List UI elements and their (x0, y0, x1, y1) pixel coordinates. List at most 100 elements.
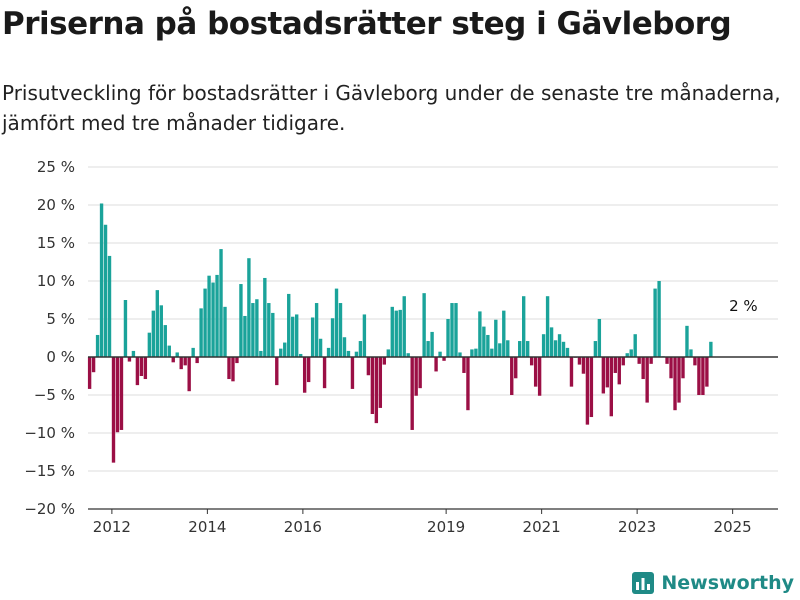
bar-positive (553, 340, 558, 357)
bar-negative (231, 357, 235, 382)
bar-positive (629, 349, 633, 357)
bar-negative (677, 357, 681, 403)
y-tick-label: 5 % (46, 310, 75, 328)
bar-negative (693, 357, 697, 366)
bar-negative (609, 357, 613, 417)
bar-positive (155, 290, 160, 357)
bar-positive (597, 319, 602, 357)
bar-positive (255, 299, 259, 357)
bar-negative (171, 357, 175, 363)
bar-positive (191, 347, 195, 357)
x-tick-label: 2019 (427, 518, 465, 536)
bar-negative (641, 357, 645, 380)
annotations: 2 % (729, 297, 758, 315)
bar-positive (565, 347, 570, 357)
bar-negative (350, 357, 355, 389)
bar-positive (422, 293, 426, 357)
bar-positive (326, 347, 331, 357)
bar-positive (283, 342, 287, 357)
bar-negative (374, 357, 379, 424)
bar-positive (175, 352, 179, 357)
bar-negative (195, 357, 199, 364)
bar-positive (203, 288, 207, 357)
bar-positive (318, 338, 323, 357)
bar-negative (115, 357, 120, 433)
bar-positive (506, 340, 510, 357)
x-tick-label: 2021 (523, 518, 561, 536)
bar-positive (358, 341, 363, 357)
latest-value-label: 2 % (729, 297, 758, 315)
bar-negative (617, 357, 621, 385)
bar-negative (514, 357, 518, 379)
bar-negative (510, 357, 514, 395)
bar-positive (709, 341, 713, 357)
axes: 25 % 20 % 15 % 10 % 5 % 0 % −5 % −10 % −15 % −20 … (24, 158, 778, 536)
bar-negative (302, 357, 307, 393)
bar-negative (179, 357, 183, 370)
bar-positive (271, 312, 275, 357)
bar-negative (366, 357, 371, 376)
bar-positive (458, 352, 462, 357)
bar-negative (442, 357, 446, 361)
bar-negative (581, 357, 586, 374)
bar-positive (625, 353, 629, 357)
bar-negative (410, 357, 414, 430)
bar-negative (537, 357, 542, 396)
bars (87, 203, 713, 463)
bar-positive (446, 319, 450, 357)
x-tick-label: 2025 (714, 518, 752, 536)
bar-positive (561, 341, 566, 357)
bar-positive (633, 334, 637, 357)
bar-negative (613, 357, 617, 373)
bar-positive (239, 284, 243, 357)
bar-positive (490, 348, 494, 357)
bar-positive (215, 274, 219, 357)
bar-negative (139, 357, 144, 376)
bar-positive (545, 296, 550, 357)
bar-negative (322, 357, 327, 389)
bar-positive (295, 314, 299, 357)
bar-positive (211, 282, 215, 357)
bar-positive (279, 348, 283, 357)
bar-positive (426, 341, 430, 357)
y-tick-label: −15 % (24, 462, 75, 480)
bar-positive (402, 296, 406, 357)
bar-positive (498, 343, 502, 357)
bar-negative (705, 357, 709, 387)
bar-chart: 25 % 20 % 15 % 10 % 5 % 0 % −5 % −10 % −15 % −20 … (24, 158, 778, 536)
bar-positive (522, 296, 526, 357)
bar-positive (541, 334, 546, 357)
bar-positive (486, 334, 490, 357)
x-tick-label: 2016 (284, 518, 322, 536)
x-tick-label: 2012 (93, 518, 131, 536)
bar-negative (589, 357, 594, 418)
bar-negative (577, 357, 582, 365)
y-tick-label: −20 % (24, 500, 75, 518)
bar-positive (103, 224, 108, 357)
bar-positive (362, 314, 367, 357)
bar-positive (259, 350, 263, 357)
bar-negative (462, 357, 466, 373)
bar-positive (478, 311, 482, 357)
y-tick-label: −5 % (34, 386, 75, 404)
bar-negative (621, 357, 625, 366)
bar-positive (470, 349, 474, 357)
x-tick-label: 2014 (188, 518, 226, 536)
bar-positive (291, 316, 295, 357)
y-tick-label: 15 % (37, 234, 75, 252)
bar-positive (438, 351, 442, 357)
bar-positive (518, 341, 522, 357)
bar-positive (243, 315, 247, 357)
y-tick-label: −10 % (24, 424, 75, 442)
bar-positive (310, 317, 315, 357)
bar-negative (681, 357, 685, 379)
bar-positive (251, 303, 255, 357)
bar-positive (267, 303, 271, 357)
bar-positive (147, 332, 152, 357)
bar-positive (354, 351, 359, 357)
bar-positive (287, 293, 291, 357)
bar-negative (414, 357, 418, 396)
bar-positive (689, 349, 693, 357)
bar-negative (306, 357, 311, 383)
bar-negative (111, 357, 116, 463)
